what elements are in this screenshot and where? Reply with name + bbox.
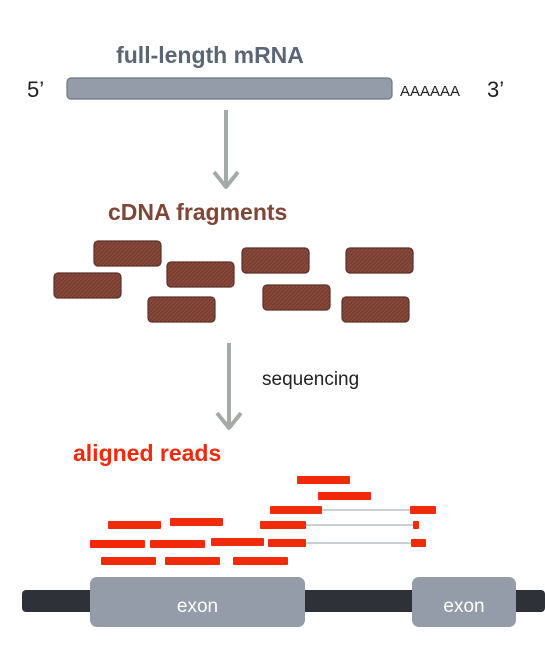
aligned-read	[268, 539, 306, 547]
cdna-fragment	[93, 240, 162, 267]
aligned-read	[233, 557, 288, 565]
aligned-read	[297, 476, 350, 484]
aligned-read	[108, 521, 161, 529]
aligned-read	[411, 539, 426, 547]
cdna-fragment	[53, 272, 122, 299]
cdna-fragments	[53, 240, 414, 323]
five-prime-label: 5’	[27, 77, 45, 102]
splice-junction-lines	[305, 509, 414, 544]
aligned-read	[413, 521, 419, 529]
aligned-read	[270, 506, 322, 514]
cdna-fragment	[262, 284, 331, 311]
sequencing-label: sequencing	[262, 369, 360, 390]
cdna-fragment	[345, 247, 414, 274]
poly-a-tail-label: AAAAAA	[400, 83, 461, 100]
exon-label: exon	[176, 596, 219, 617]
aligned-reads-title: aligned reads	[73, 440, 222, 466]
aligned-read	[90, 540, 145, 548]
cdna-fragment	[241, 247, 310, 274]
aligned-read	[170, 518, 223, 526]
arrow-to-reads	[215, 343, 243, 430]
aligned-read	[101, 557, 156, 565]
mrna-title: full-length mRNA	[116, 42, 304, 68]
aligned-read	[410, 506, 436, 514]
genome-track	[22, 577, 545, 627]
aligned-reads	[90, 476, 436, 565]
arrow-to-cdna	[212, 110, 240, 189]
cdna-fragment	[166, 261, 235, 288]
aligned-read	[318, 492, 371, 500]
three-prime-label: 3’	[487, 77, 505, 102]
mrna-bar	[66, 77, 393, 100]
exon-box	[90, 577, 305, 627]
aligned-read	[150, 540, 205, 548]
aligned-read	[211, 538, 264, 546]
cdna-title: cDNA fragments	[108, 199, 288, 225]
exon-label: exon	[443, 596, 485, 617]
aligned-read	[260, 521, 306, 529]
aligned-read	[165, 557, 220, 565]
cdna-fragment	[147, 296, 216, 323]
cdna-fragment	[341, 296, 410, 323]
exon-box	[412, 577, 516, 627]
